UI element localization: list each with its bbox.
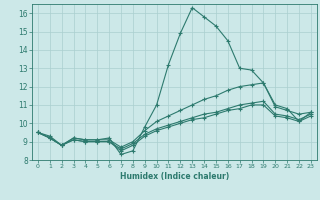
- X-axis label: Humidex (Indice chaleur): Humidex (Indice chaleur): [120, 172, 229, 181]
